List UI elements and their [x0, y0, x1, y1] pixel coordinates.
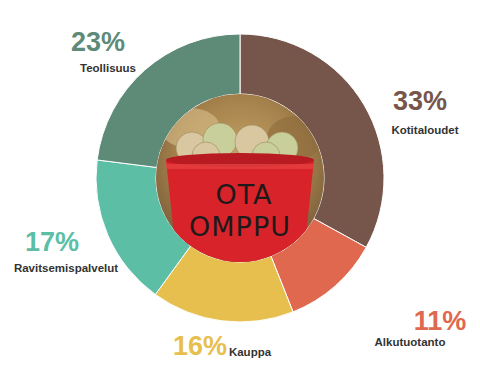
data-label: 23%: [71, 27, 125, 57]
labels: 33% Kotitaloudet 11%Alkutuotanto 16%Kauppa 1…: [14, 27, 466, 361]
category-label: Kauppa: [229, 346, 272, 358]
category-label: Kotitaloudet: [391, 124, 458, 136]
annotation: OTA: [215, 179, 272, 210]
bucket-shine: [166, 164, 314, 169]
annotation: OMPPU: [189, 211, 291, 242]
category-label: Teollisuus: [80, 62, 136, 74]
data-label: 33%: [393, 86, 447, 116]
data-label: 17%: [25, 227, 79, 257]
slices: [96, 34, 384, 322]
category-label: Ravitsemispalvelut: [14, 262, 118, 274]
page: {"chart_data": {"type": "donut", "catego…: [0, 0, 480, 366]
chart: OTAOMPPU 33% Kotitaloudet 11%Alkutuotanto 16…: [0, 0, 480, 366]
center-image: [156, 94, 324, 273]
data-label: 11%: [414, 306, 467, 336]
data-label: 16%: [173, 331, 227, 361]
category-label: Alkutuotanto: [375, 336, 446, 348]
bucket: [166, 160, 314, 273]
